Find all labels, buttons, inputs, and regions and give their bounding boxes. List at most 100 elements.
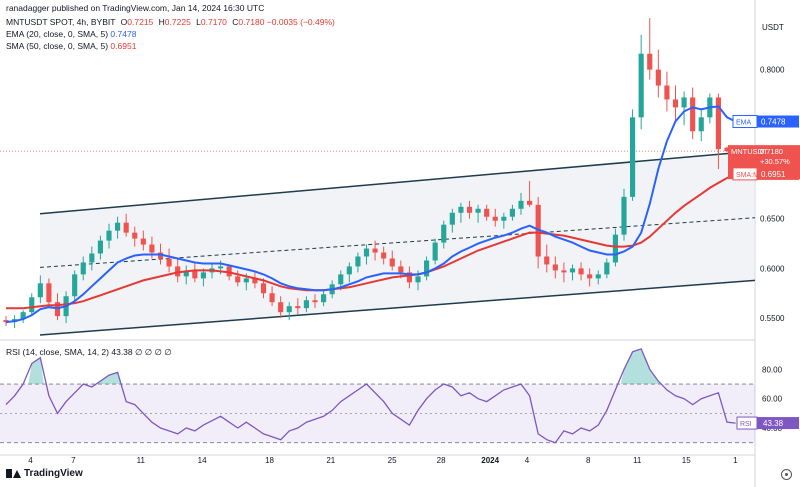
sma-line (6, 172, 737, 310)
channel-upper-line (39, 150, 756, 215)
x-tick-9: 4 (525, 456, 530, 465)
rsi-legend-label: RSI (14, close, SMA, 14, 2) (6, 347, 109, 357)
close-value: 0.7180 (238, 17, 265, 27)
ema-legend-label: EMA (20, close, 0, SMA, 5) (6, 29, 109, 39)
candle-body-75 (647, 53, 653, 70)
x-tick-1: 7 (71, 456, 76, 465)
tradingview-logo[interactable]: TradingView (6, 468, 83, 479)
x-tick-2: 11 (137, 456, 146, 465)
settings-gear-icon[interactable] (781, 469, 792, 480)
last-price-tag-change: +30.57% (760, 157, 790, 166)
candle-body-49 (424, 260, 430, 277)
candle-body-66 (569, 268, 576, 273)
candle-body-14 (123, 222, 129, 233)
sma-legend-value: 0.6951 (110, 41, 137, 51)
candle-body-43 (372, 248, 378, 253)
open-label: O (120, 17, 128, 27)
candle-body-57 (492, 216, 498, 221)
candle-body-77 (664, 85, 670, 100)
candle-body-41 (355, 256, 361, 267)
candle-body-3 (29, 297, 35, 313)
candle-body-55 (475, 208, 481, 213)
candle-body-68 (587, 274, 593, 279)
candle-body-51 (441, 224, 447, 243)
x-tick-6: 25 (388, 456, 397, 465)
currency-label: USDT (762, 23, 784, 32)
candle-body-72 (621, 196, 627, 235)
candle-body-23 (200, 272, 206, 279)
candle-body-71 (612, 234, 618, 263)
candle-body-29 (252, 278, 258, 284)
candle-body-59 (509, 208, 515, 217)
author-name[interactable]: ranadagger (6, 3, 50, 13)
candle-body-15 (132, 232, 138, 239)
candle-body-56 (484, 208, 490, 217)
ema-legend[interactable]: EMA (20, close, 0, SMA, 5) 0.7478 (6, 29, 136, 39)
candle-body-34 (295, 306, 301, 309)
candle-body-84 (724, 147, 730, 152)
candle-body-37 (321, 294, 327, 303)
candle-body-69 (595, 274, 601, 279)
change-value: −0.0035 (−0.49%) (266, 17, 335, 27)
tradingview-logo-icon (6, 469, 21, 478)
candle-body-60 (518, 200, 524, 209)
candle-body-45 (389, 258, 395, 267)
x-tick-0: 4 (28, 456, 33, 465)
candle-body-4 (37, 283, 43, 298)
rsi-y-tick-0: 80.00 (762, 365, 783, 374)
symbol-name[interactable]: MNTUSDT SPOT, 4h, BYBIT (6, 17, 116, 27)
sma-legend[interactable]: SMA (50, close, 0, SMA, 5) 0.6951 (6, 41, 136, 51)
candle-body-36 (312, 300, 318, 303)
channel-middle-line (39, 217, 756, 268)
candle-body-11 (97, 240, 103, 254)
candle-body-28 (243, 278, 249, 283)
rsi-y-tick-1: 60.00 (762, 395, 783, 404)
rsi-legend[interactable]: RSI (14, close, SMA, 14, 2) 43.38 ∅ ∅ ∅ … (6, 347, 172, 358)
candle-body-10 (89, 253, 95, 263)
channel-lower-line (39, 279, 756, 336)
price-tag-value-bg-2 (757, 167, 799, 180)
low-value: 0.7170 (200, 17, 227, 27)
candle-body-33 (286, 306, 292, 313)
candle-body-44 (381, 252, 387, 259)
x-tick-11: 11 (633, 456, 642, 465)
candle-body-52 (449, 212, 455, 225)
ema-line (5, 105, 737, 324)
price-tag-value-2: 0.6951 (761, 170, 786, 179)
x-tick-12: 15 (682, 456, 691, 465)
candle-body-64 (552, 264, 558, 271)
candle-body-40 (346, 266, 352, 275)
candle-body-2 (20, 312, 26, 320)
x-tick-5: 21 (326, 456, 335, 465)
high-value: 0.7225 (164, 17, 191, 27)
sma-legend-label: SMA (50, close, 0, SMA, 5) (6, 41, 109, 51)
x-tick-4: 18 (265, 456, 274, 465)
candle-body-9 (80, 262, 86, 275)
candle-body-19 (166, 258, 172, 267)
candle-body-53 (458, 206, 464, 213)
publish-info: published on TradingView.com, Jan 14, 20… (51, 3, 265, 13)
price-tag-value-bg-0 (757, 115, 799, 128)
x-tick-13: 1 (733, 456, 738, 465)
candle-body-65 (561, 270, 567, 273)
candle-body-79 (681, 97, 687, 108)
rsi-tag-label: RSI (740, 421, 752, 428)
price-tag-value-0: 0.7478 (761, 118, 786, 127)
candle-body-78 (672, 99, 679, 108)
candle-body-17 (149, 244, 155, 253)
price-y-tick-3: 0.8000 (760, 66, 785, 75)
x-tick-10: 8 (586, 456, 591, 465)
candle-body-58 (501, 216, 507, 221)
high-label: H (158, 17, 165, 27)
candle-body-80 (690, 97, 696, 132)
price-tag-label-0: EMA (736, 120, 752, 127)
candle-body-8 (72, 274, 78, 297)
candle-body-39 (338, 274, 344, 285)
candle-body-21 (183, 270, 189, 277)
candle-body-25 (218, 266, 224, 269)
price-tag-label-2: SMA:MA (736, 172, 764, 179)
price-y-tick-2: 0.6500 (760, 215, 785, 224)
candle-body-81 (698, 117, 704, 132)
candle-body-61 (527, 200, 533, 205)
